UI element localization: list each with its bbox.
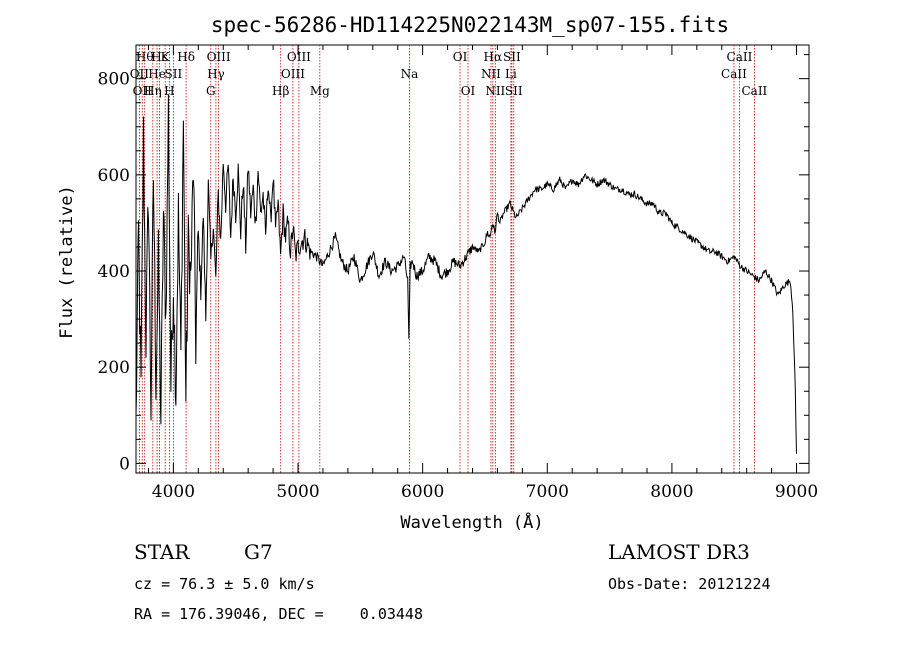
x-tick-label: 4000 [152, 482, 195, 502]
x-tick-label: 6000 [401, 482, 444, 502]
y-tick-label: 0 [119, 454, 130, 474]
redshift-readout: cz = 76.3 ± 5.0 km/s [134, 575, 315, 593]
y-tick-label: 600 [98, 166, 130, 186]
spectral-line-label: Hγ [207, 67, 225, 81]
spectral-line-label: Hβ [272, 84, 289, 98]
observation-date: Obs-Date: 20121224 [608, 575, 771, 593]
spectral-line-label: CaII [741, 84, 767, 98]
plot-frame [135, 44, 810, 474]
x-tick-label: 7000 [526, 482, 569, 502]
y-axis-label: Flux (relative) [57, 185, 77, 339]
spectral-line-label: H [164, 84, 174, 98]
chart-title: spec-56286-HD114225N022143M_sp07-155.fit… [211, 13, 729, 37]
spectral-line-label: OIII [281, 67, 305, 81]
spectral-line-label: CaII [727, 50, 753, 64]
spectral-line-label: NII [481, 67, 501, 81]
coordinates-readout: RA = 176.39046, DEC = 0.03448 [134, 605, 423, 623]
y-tick-label: 400 [98, 262, 130, 282]
spectral-line-label: OII [133, 84, 153, 98]
spectral-line-label: G [206, 84, 216, 98]
spectral-line-label: SII [505, 84, 523, 98]
x-tick-label: 9000 [775, 482, 818, 502]
x-axis-label: Wavelength (Å) [400, 511, 543, 533]
survey-name: LAMOST DR3 [608, 540, 750, 564]
spectral-subclass: G7 [244, 540, 273, 564]
spectral-line-label: OII [130, 67, 150, 81]
spectral-line-label: Na [401, 67, 419, 81]
spectral-line-label: OI [453, 50, 468, 64]
spectral-line-label: Mg [310, 84, 330, 98]
spectral-line-label: Li [505, 67, 517, 81]
spectral-line-label: Hη [144, 84, 162, 98]
object-type: STAR [134, 540, 190, 564]
x-axis: 4000 5000 6000 7000 8000 9000 [147, 45, 818, 502]
flux-series-line [135, 94, 797, 454]
y-tick-label: 800 [98, 70, 130, 90]
x-tick-label: 8000 [650, 482, 693, 502]
spectral-line-label: SII [165, 67, 183, 81]
spectral-line-label: He [148, 67, 166, 81]
spectral-line-label: K [161, 50, 171, 64]
spectral-line-label: SII [503, 50, 521, 64]
spectral-line-label: Hθ [136, 50, 154, 64]
spectral-line-label: NII [485, 84, 505, 98]
y-axis: 0 200 400 600 800 [98, 54, 809, 474]
spectral-line-label: Hα [484, 50, 503, 64]
spectral-line-label: OIII [207, 50, 231, 64]
spectral-line-label: OIII [287, 50, 311, 64]
x-tick-label: 5000 [276, 482, 319, 502]
spectral-line-label: Hε [151, 50, 168, 64]
spectral-line-label: OI [461, 84, 476, 98]
spectral-line-labels: OII OII Hθ Hη He HεK H SII Hδ G Hγ OIII Hβ OIII OIII Mg… [130, 50, 768, 98]
y-tick-label: 200 [98, 358, 130, 378]
spectral-line-label: Hδ [177, 50, 195, 64]
spectral-line-label: CaII [721, 67, 747, 81]
spectral-line-markers [138, 45, 755, 473]
